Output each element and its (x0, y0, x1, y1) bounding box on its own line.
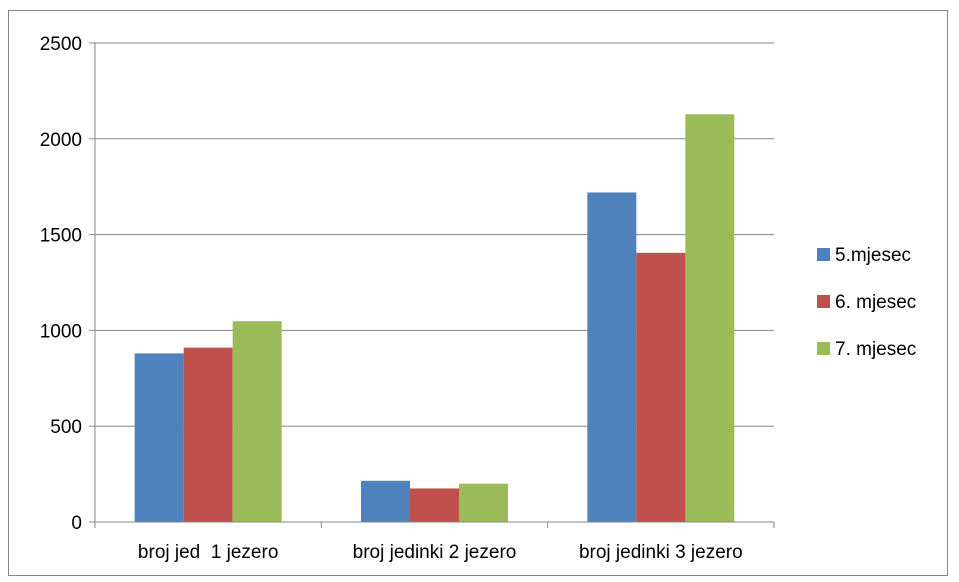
bar-2-3 (636, 252, 686, 522)
bars (134, 114, 735, 522)
y-tick-label: 1000 (40, 321, 82, 342)
legend-swatch-1 (817, 248, 830, 261)
bar-3-1 (232, 321, 282, 522)
legend-label-1: 5.mjesec (835, 245, 911, 266)
legend-swatch-2 (817, 295, 830, 308)
bar-1-3 (587, 192, 637, 522)
x-axis (94, 521, 775, 528)
y-tick-label: 2000 (40, 130, 82, 151)
legend-label-2: 6. mjesec (835, 292, 916, 313)
y-tick-labels: 0 500 1000 1500 2000 2500 (40, 34, 82, 534)
bar-2-2 (410, 488, 459, 522)
x-tick-label: broj jed 1 jezero (138, 542, 278, 563)
y-tick-label: 500 (50, 417, 82, 438)
y-tick-label: 0 (71, 513, 82, 534)
x-tick-label: broj jedinki 2 jezero (353, 542, 517, 563)
bar-3-2 (459, 483, 508, 522)
legend-swatch-3 (817, 342, 830, 355)
bar-2-1 (183, 347, 233, 522)
y-tick-label: 1500 (40, 226, 82, 247)
legend: 5.mjesec 6. mjesec 7. mjesec (817, 245, 916, 360)
x-tick-labels: broj jed 1 jezero broj jedinki 2 jezero br… (138, 542, 743, 563)
x-tick-label: broj jedinki 3 jezero (579, 542, 743, 563)
bar-1-1 (134, 353, 184, 522)
bar-1-2 (361, 480, 410, 522)
y-tick-label: 2500 (40, 34, 82, 55)
legend-label-3: 7. mjesec (835, 339, 916, 360)
bar-3-3 (685, 114, 735, 522)
